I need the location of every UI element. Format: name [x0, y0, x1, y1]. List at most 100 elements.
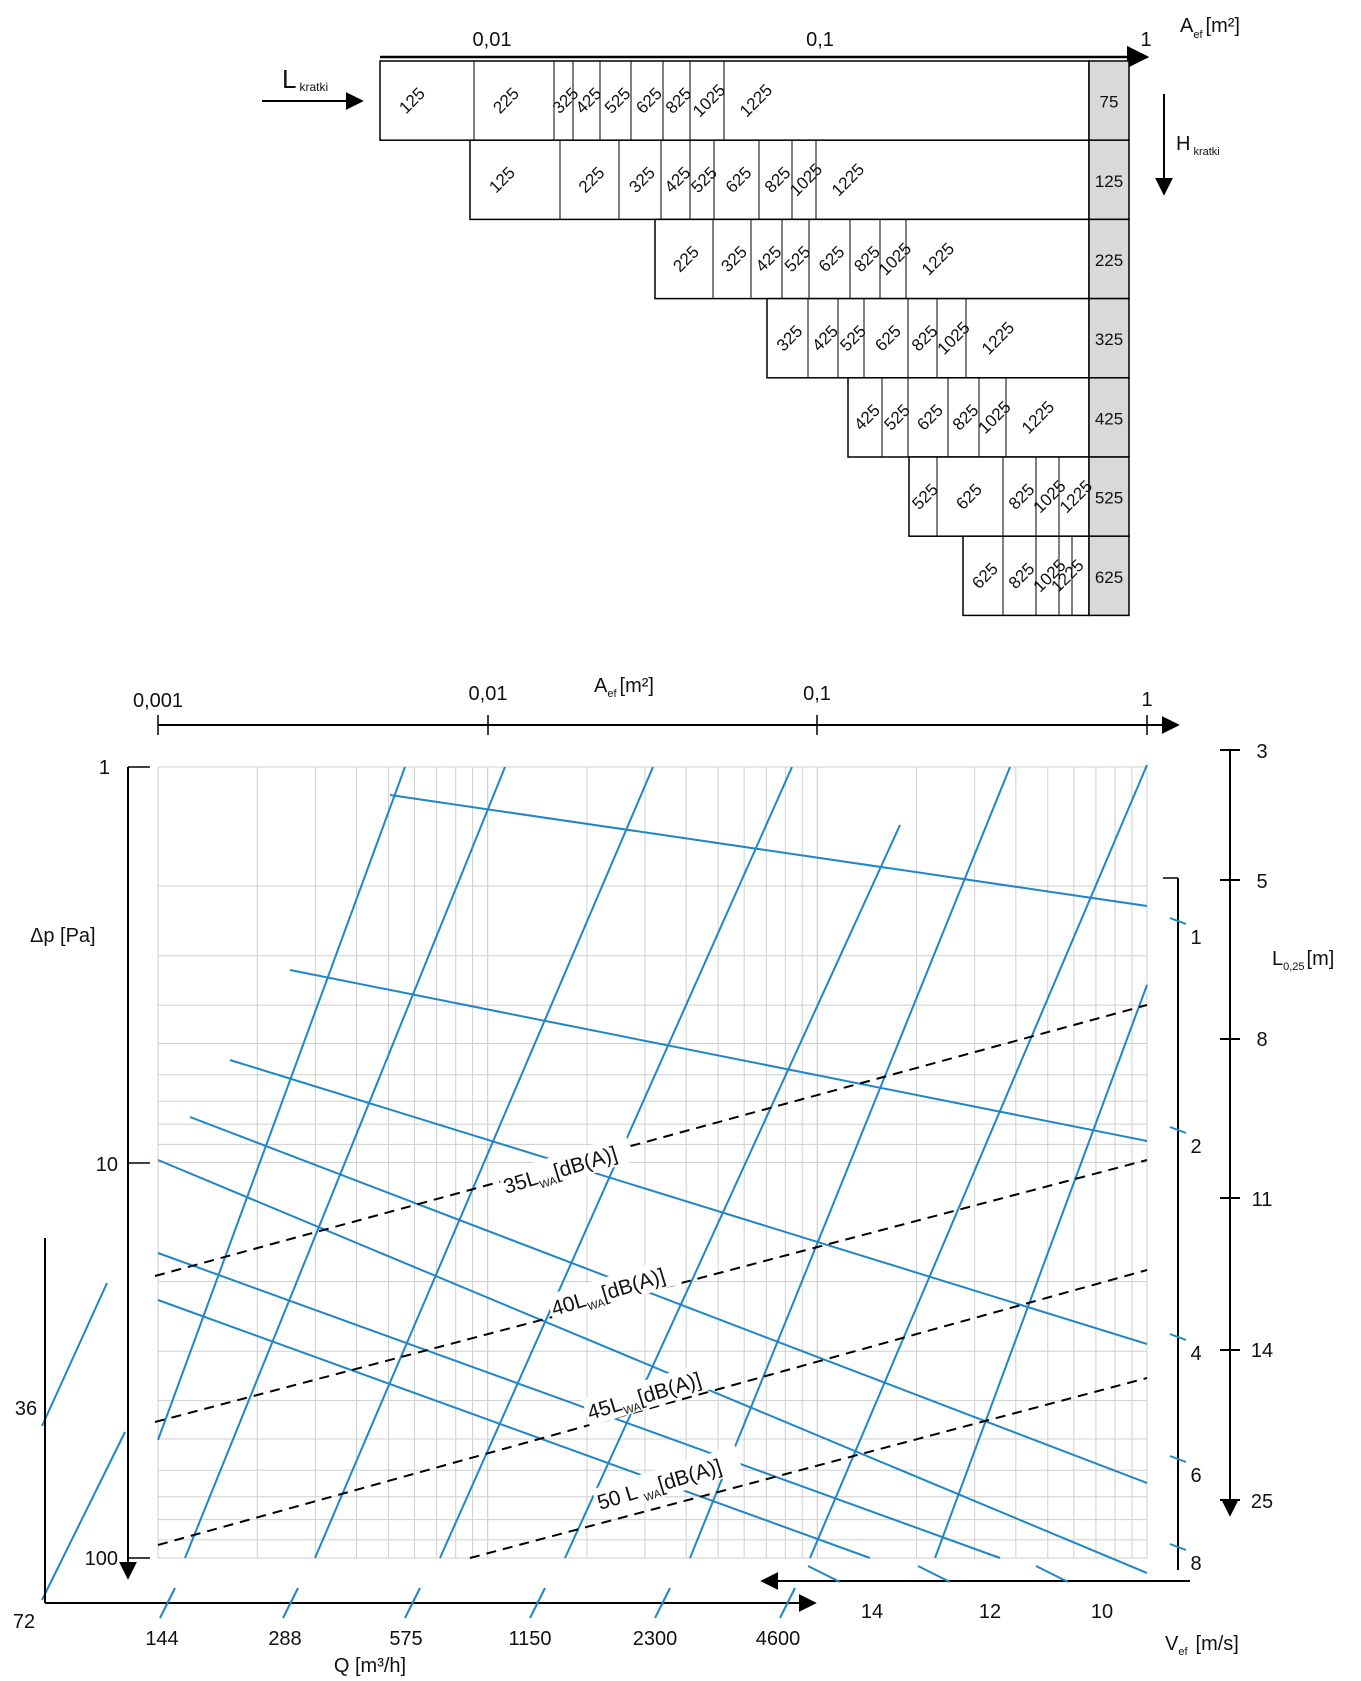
right-inner-tick-mark	[1169, 1455, 1187, 1463]
sound-level-line	[229, 1059, 1148, 1345]
height-value: 425	[1095, 409, 1123, 428]
noise-line	[157, 1269, 1148, 1546]
noise-lines	[154, 1004, 1148, 1559]
right-inner-tick-mark	[1169, 1543, 1187, 1551]
q-tick-label: 36	[15, 1398, 37, 1420]
sound-level-line	[157, 1299, 871, 1559]
height-cell	[1088, 60, 1130, 141]
height-cell	[1088, 456, 1130, 537]
q-tick-label: 4600	[756, 1628, 801, 1650]
noise-label-35: 35LWA[dB(A)]	[497, 1134, 634, 1201]
q-axis-ticks	[159, 1587, 796, 1619]
aef-tick-label: 0,1	[803, 683, 831, 705]
flow-line	[41, 1282, 108, 1427]
height-value: 525	[1095, 489, 1123, 508]
aef-tick-label: 1	[1141, 689, 1152, 711]
sound-level-line	[289, 969, 1148, 1142]
sound-level-line	[157, 1159, 1148, 1574]
right-inner-tick-label: 4	[1190, 1343, 1201, 1365]
q-tick-label: 575	[389, 1628, 422, 1650]
flow-line	[157, 766, 406, 1441]
height-cell	[1088, 535, 1130, 617]
height-value: 325	[1095, 330, 1123, 349]
size-table-tick-0: 0,01	[473, 29, 512, 51]
q-tick-label: 72	[13, 1611, 35, 1633]
flow-lines	[41, 764, 1148, 1601]
size-row-frame	[962, 535, 1090, 617]
noise-label-40: 40LWA[dB(A)]	[545, 1256, 682, 1323]
height-cell	[1088, 377, 1130, 458]
size-row-frame	[379, 60, 1090, 141]
height-value: 625	[1095, 568, 1123, 587]
sound-level-line	[157, 1252, 1001, 1559]
right-inner-tick-label: 1	[1190, 927, 1201, 949]
noise-line	[469, 1377, 1148, 1559]
q-tick-mark	[529, 1587, 546, 1619]
aef-axis-title: Aef [m²]	[594, 675, 654, 700]
right-inner-tick-mark	[1169, 1126, 1187, 1134]
size-row-frame	[654, 218, 1090, 300]
flow-line	[934, 984, 1148, 1559]
aef-tick-label: 0,01	[469, 683, 508, 705]
size-row-frame	[469, 139, 1090, 221]
v-axis-ticks	[807, 1565, 1069, 1583]
q-tick-label: 1150	[508, 1628, 551, 1650]
right-outer-tick-label: 5	[1256, 871, 1267, 893]
right-outer-tick-label: 14	[1251, 1340, 1273, 1362]
size-table-axis-title: Aef [m²]	[1180, 15, 1240, 41]
q-tick-mark	[404, 1587, 421, 1619]
height-value: 225	[1095, 251, 1123, 270]
height-value: 75	[1100, 93, 1119, 112]
right-inner-tick-mark	[1169, 1333, 1187, 1341]
dp-tick-label: 10	[96, 1154, 118, 1176]
height-cell	[1088, 139, 1130, 221]
right-inner-axis-ticks	[1169, 917, 1187, 1551]
height-cell	[1088, 297, 1130, 379]
right-inner-tick-mark	[1169, 917, 1187, 925]
right-outer-tick-label: 11	[1252, 1189, 1273, 1211]
aef-tick-label: 0,001	[133, 690, 183, 712]
dp-tick-label: 1	[99, 757, 110, 779]
size-row-frame	[847, 377, 1090, 458]
main-chart: 0,001 0,01 0,1 1 Aef [m²] 35LWA[dB(A)] 40…	[13, 675, 1334, 1677]
v-tick-label: 12	[979, 1601, 1001, 1623]
dp-axis-title: Δp [Pa]	[30, 925, 96, 947]
right-inner-tick-label: 2	[1190, 1136, 1201, 1158]
q-tick-label: 144	[145, 1628, 178, 1650]
v-tick-label: 14	[861, 1601, 883, 1623]
dp-tick-label: 100	[85, 1548, 118, 1570]
v-tick-mark	[917, 1565, 951, 1583]
right-inner-tick-label: 6	[1190, 1465, 1201, 1487]
q-tick-mark	[654, 1587, 671, 1619]
q-tick-label: 2300	[633, 1628, 678, 1650]
flow-line	[41, 1431, 126, 1601]
right-outer-axis-ticks	[1220, 749, 1240, 1501]
height-value: 125	[1095, 172, 1123, 191]
sound-level-line	[189, 1116, 1148, 1484]
right-outer-tick-label: 3	[1256, 741, 1267, 763]
v-axis-title: Vef [m/s]	[1165, 1633, 1239, 1658]
v-tick-label: 10	[1091, 1601, 1113, 1623]
height-cell	[1088, 218, 1130, 300]
q-tick-mark	[159, 1587, 176, 1619]
right-inner-tick-label: 8	[1190, 1553, 1201, 1575]
flow-line	[314, 766, 654, 1559]
q-tick-mark	[779, 1587, 796, 1619]
right-outer-axis-title: L0,25 [m]	[1272, 948, 1334, 973]
v-tick-mark	[807, 1565, 841, 1583]
v-tick-mark	[1035, 1565, 1069, 1583]
right-outer-tick-label: 8	[1256, 1029, 1267, 1051]
sound-level-line	[389, 794, 1148, 907]
flow-line	[689, 766, 1011, 1559]
size-table-tick-1: 0,1	[806, 29, 834, 51]
noise-line	[154, 1004, 1148, 1277]
q-tick-label: 288	[268, 1628, 301, 1650]
flow-line	[564, 824, 901, 1559]
right-outer-tick-label: 25	[1251, 1491, 1273, 1513]
size-table-tick-2: 1	[1140, 29, 1151, 51]
